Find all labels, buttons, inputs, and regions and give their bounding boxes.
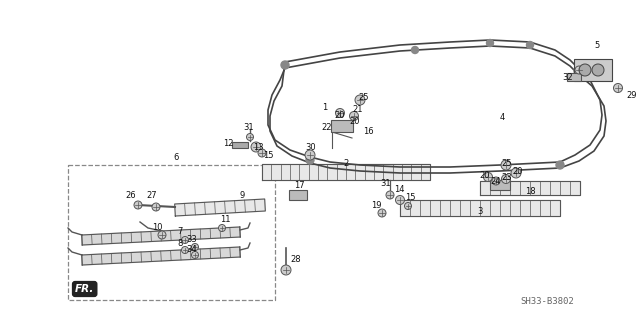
Text: 13: 13 <box>253 143 263 152</box>
Text: 34: 34 <box>187 246 197 255</box>
Circle shape <box>614 84 623 93</box>
Circle shape <box>218 225 225 232</box>
Bar <box>490 180 510 190</box>
Circle shape <box>158 231 166 239</box>
Polygon shape <box>82 247 240 265</box>
Text: 22: 22 <box>322 123 332 132</box>
Text: 3: 3 <box>477 207 483 217</box>
Circle shape <box>579 64 591 76</box>
Text: 12: 12 <box>223 138 233 147</box>
Text: 30: 30 <box>306 143 316 152</box>
Text: 24: 24 <box>491 176 501 186</box>
Text: 20: 20 <box>513 167 524 175</box>
Text: 8: 8 <box>177 239 182 248</box>
Text: 5: 5 <box>595 41 600 49</box>
Circle shape <box>182 236 189 243</box>
Polygon shape <box>480 181 580 195</box>
Text: SH33-B3802: SH33-B3802 <box>520 297 573 306</box>
Text: 10: 10 <box>152 224 163 233</box>
Polygon shape <box>82 227 240 245</box>
Bar <box>289 190 307 200</box>
Circle shape <box>251 142 261 152</box>
Text: 7: 7 <box>177 227 182 236</box>
Text: 32: 32 <box>563 73 573 83</box>
Text: 27: 27 <box>147 191 157 201</box>
Circle shape <box>246 133 253 140</box>
Text: 4: 4 <box>499 114 504 122</box>
Text: 15: 15 <box>263 151 273 160</box>
Circle shape <box>502 174 511 183</box>
Text: 26: 26 <box>125 191 136 201</box>
Circle shape <box>386 191 394 199</box>
Circle shape <box>592 64 604 76</box>
Circle shape <box>355 95 365 105</box>
Text: 6: 6 <box>173 152 179 161</box>
Circle shape <box>575 66 583 74</box>
Circle shape <box>152 203 160 211</box>
Circle shape <box>281 61 289 69</box>
Circle shape <box>501 160 511 170</box>
Text: 19: 19 <box>371 202 381 211</box>
Circle shape <box>511 168 521 178</box>
Polygon shape <box>262 164 430 180</box>
Circle shape <box>134 201 142 209</box>
Polygon shape <box>400 200 560 216</box>
Text: 17: 17 <box>294 182 304 190</box>
Text: 31: 31 <box>381 179 391 188</box>
Text: 20: 20 <box>349 117 360 127</box>
Circle shape <box>556 161 564 169</box>
Text: 25: 25 <box>502 159 512 167</box>
Circle shape <box>527 41 534 48</box>
Text: 15: 15 <box>404 194 415 203</box>
Circle shape <box>486 40 493 47</box>
Polygon shape <box>175 199 266 216</box>
Circle shape <box>258 149 266 157</box>
Text: 11: 11 <box>220 216 230 225</box>
Bar <box>331 120 353 132</box>
Circle shape <box>483 173 493 182</box>
Text: 20: 20 <box>335 112 345 121</box>
Circle shape <box>574 67 582 75</box>
Bar <box>574 59 612 81</box>
Circle shape <box>182 247 189 254</box>
Text: 1: 1 <box>323 103 328 113</box>
Circle shape <box>305 150 315 160</box>
Text: 25: 25 <box>359 93 369 102</box>
Text: 20: 20 <box>480 170 490 180</box>
Text: 21: 21 <box>353 106 364 115</box>
Circle shape <box>349 112 358 121</box>
Text: 29: 29 <box>627 91 637 100</box>
Bar <box>567 73 581 81</box>
Circle shape <box>335 108 344 117</box>
Circle shape <box>404 203 412 210</box>
Text: 33: 33 <box>187 235 197 244</box>
Text: 18: 18 <box>525 188 535 197</box>
Circle shape <box>396 196 404 204</box>
Text: 2: 2 <box>344 160 349 168</box>
Circle shape <box>412 47 419 54</box>
Text: 31: 31 <box>244 123 254 132</box>
Bar <box>68 165 275 300</box>
Circle shape <box>281 265 291 275</box>
Text: 16: 16 <box>363 128 373 137</box>
Text: 14: 14 <box>394 186 404 195</box>
Text: 23: 23 <box>502 173 512 182</box>
Text: 9: 9 <box>239 191 244 201</box>
Bar <box>232 142 248 148</box>
Circle shape <box>492 177 500 185</box>
Circle shape <box>306 156 314 164</box>
Circle shape <box>191 243 198 250</box>
Circle shape <box>191 251 198 258</box>
Circle shape <box>378 209 386 217</box>
Text: 28: 28 <box>291 256 301 264</box>
Text: FR.: FR. <box>75 284 94 294</box>
